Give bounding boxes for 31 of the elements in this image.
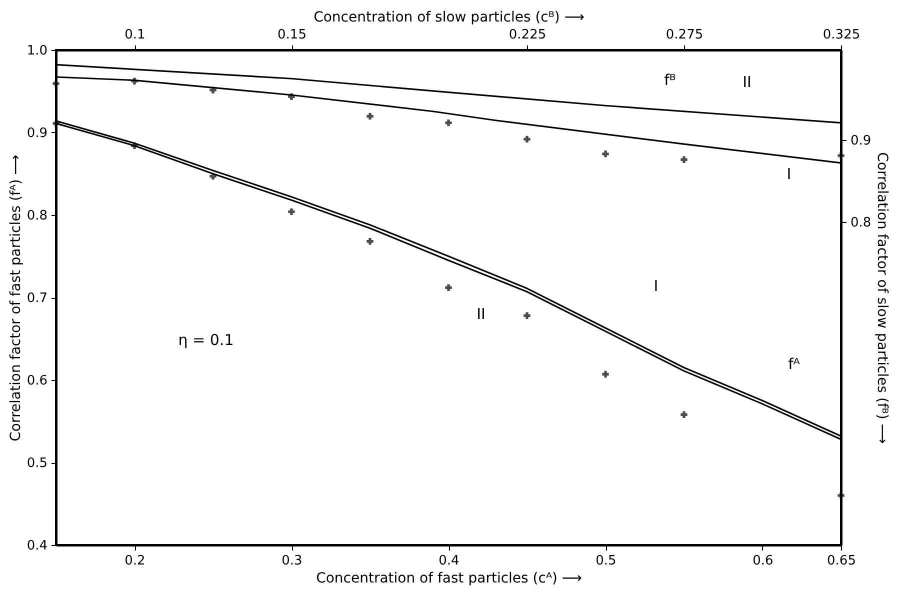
y-axis-title: Correlation factor of fast particles (fᴬ) ⟶ (8, 154, 24, 442)
annotation: I (654, 277, 658, 295)
y2-axis-title: Correlation factor of slow particles (fᴮ) ⟶ (874, 152, 890, 444)
y-tick-label: 1.0 (26, 44, 48, 58)
annotation: II (476, 305, 486, 323)
annotation: I (786, 165, 792, 183)
y-tick-label: 0.7 (26, 291, 48, 306)
y-tick-label: 0.8 (26, 208, 48, 224)
x2-axis-title: Concentration of slow particles (cᴮ) ⟶ (314, 10, 584, 26)
annotation: fᴮ (664, 71, 676, 89)
x-tick-label: 0.65 (827, 554, 856, 568)
x2-tick-label: 0.1 (124, 28, 146, 42)
x2-tick-label: 0.15 (278, 28, 306, 42)
x-tick-label: 0.2 (124, 554, 146, 568)
y-tick-label: 0.6 (26, 374, 48, 388)
x-tick-label: 0.5 (596, 554, 616, 568)
x-axis-title: Concentration of fast particles (cᴬ) ⟶ (316, 570, 582, 586)
x2-tick-label: 0.225 (508, 28, 546, 42)
x-tick-label: 0.3 (282, 554, 302, 568)
annotation: II (742, 73, 752, 91)
x2-tick-label: 0.275 (666, 28, 704, 42)
x2-tick-label: 0.325 (822, 28, 860, 42)
annotation: η = 0.1 (178, 331, 234, 349)
y-tick-label: 0.4 (26, 538, 48, 554)
y-tick-label: 0.5 (26, 456, 48, 471)
annotation: fᴬ (788, 355, 800, 373)
x-tick-label: 0.4 (438, 554, 460, 568)
x-tick-label: 0.6 (752, 554, 774, 568)
y-tick-label: 0.9 (26, 126, 48, 141)
y2-tick-label: 0.8 (850, 215, 872, 230)
y2-tick-label: 0.9 (850, 134, 872, 148)
